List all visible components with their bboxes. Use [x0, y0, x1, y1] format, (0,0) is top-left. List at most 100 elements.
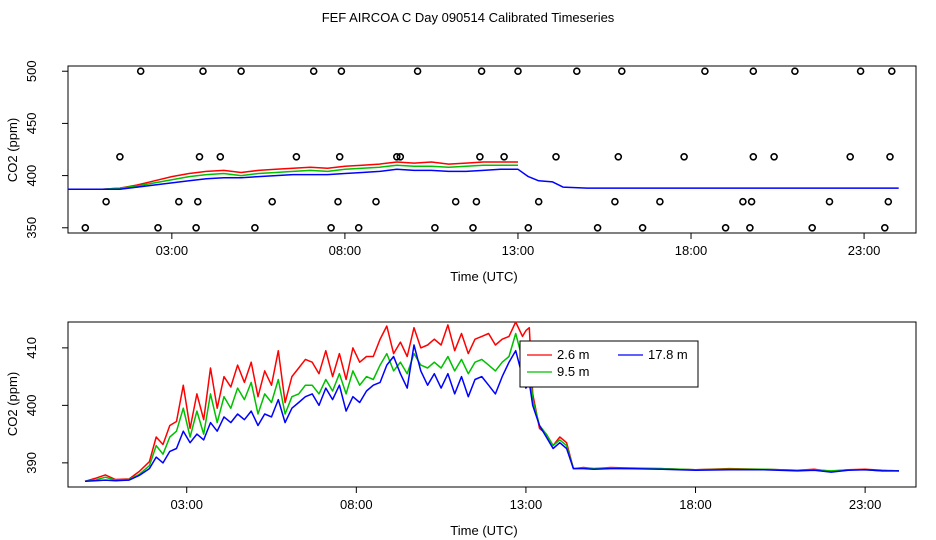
marker-point — [136, 67, 145, 75]
series-line-17-8-m — [84, 344, 899, 483]
marker-point — [195, 153, 204, 161]
x-axis-label: Time (UTC) — [450, 269, 517, 284]
marker-point — [825, 197, 834, 206]
marker-point — [552, 153, 560, 161]
series-line-9-5-m — [68, 164, 518, 190]
marker-point — [216, 153, 225, 161]
y-tick-label: 500 — [24, 60, 39, 82]
x-tick-label: 18:00 — [679, 497, 712, 512]
x-tick-label: 13:00 — [510, 497, 543, 512]
x-tick-label: 03:00 — [170, 497, 203, 512]
y-axis: 390 400 410 — [24, 337, 68, 474]
marker-point — [476, 153, 484, 161]
y-tick-label: 410 — [24, 337, 39, 359]
marker-point — [617, 67, 626, 75]
legend: 2.6 m 9.5 m 17.8 m — [519, 340, 699, 388]
series-line-2-6-m — [68, 161, 518, 190]
panel-top: 350 400 450 500 03:00 08:00 13:00 18:00 23:00 T… — [5, 60, 917, 284]
x-tick-label: 03:00 — [156, 243, 189, 258]
marker-point — [638, 224, 647, 232]
marker-point — [856, 67, 865, 75]
legend-label-17-8m: 17.8 m — [648, 347, 688, 362]
marker-point — [572, 67, 581, 75]
x-tick-label: 23:00 — [848, 243, 881, 258]
x-tick-label: 08:00 — [329, 243, 362, 258]
legend-label-9-5m: 9.5 m — [557, 364, 590, 379]
marker-point — [327, 224, 335, 232]
x-tick-label: 23:00 — [849, 497, 882, 512]
marker-point — [392, 153, 401, 161]
marker-point — [192, 224, 200, 232]
marker-point — [524, 224, 533, 232]
marker-point — [268, 197, 277, 206]
legend-label-2-6m: 2.6 m — [557, 347, 590, 362]
legend-box — [519, 340, 699, 388]
marker-point — [614, 153, 623, 161]
marker-point — [593, 224, 602, 232]
plot-frame — [67, 65, 917, 234]
series-line-9-5-m — [84, 332, 899, 483]
marker-point — [749, 153, 758, 161]
marker-point — [116, 153, 124, 161]
marker-point — [175, 197, 183, 206]
marker-point — [451, 197, 460, 206]
x-tick-label: 13:00 — [502, 243, 535, 258]
marker-point — [880, 224, 889, 232]
marker-point — [372, 197, 380, 206]
series-group — [84, 321, 900, 483]
marker-point — [770, 153, 778, 161]
marker-point — [292, 153, 301, 161]
series-line-17-8-m — [68, 168, 899, 190]
marker-point — [749, 67, 758, 75]
y-axis-label: CO2 (ppm) — [5, 372, 20, 436]
marker-point — [337, 67, 346, 75]
marker-point — [884, 197, 893, 206]
marker-point — [251, 224, 259, 232]
marker-point — [396, 153, 405, 161]
y-tick-label: 390 — [24, 452, 39, 474]
marker-point — [721, 224, 730, 232]
marker-point — [237, 67, 245, 75]
marker-point — [413, 67, 422, 75]
marker-point — [194, 197, 202, 206]
marker-point — [747, 197, 756, 206]
plot-frame — [67, 321, 917, 488]
y-tick-label: 400 — [24, 395, 39, 417]
panel-bottom: 390 400 410 03:00 08:00 13:00 18:00 23:00 Time… — [5, 321, 917, 538]
marker-point — [534, 197, 543, 206]
marker-group — [81, 67, 896, 232]
marker-point — [701, 67, 709, 75]
marker-point — [739, 197, 747, 206]
marker-point — [199, 67, 207, 75]
marker-point — [469, 224, 477, 232]
marker-point — [309, 67, 318, 75]
x-axis-label: Time (UTC) — [450, 523, 517, 538]
marker-point — [154, 224, 162, 232]
marker-point — [656, 197, 664, 206]
series-line-2-6-m — [84, 321, 900, 483]
y-axis: 350 400 450 500 — [24, 60, 68, 239]
marker-point — [746, 224, 754, 232]
y-tick-label: 400 — [24, 165, 39, 187]
marker-point — [611, 197, 619, 206]
figure-title: FEF AIRCOA C Day 090514 Calibrated Times… — [322, 10, 615, 25]
marker-point — [500, 153, 508, 161]
marker-point — [472, 197, 481, 206]
x-tick-label: 08:00 — [340, 497, 373, 512]
y-tick-label: 350 — [24, 217, 39, 239]
x-tick-label: 18:00 — [675, 243, 708, 258]
marker-point — [680, 153, 688, 161]
y-tick-label: 450 — [24, 113, 39, 135]
marker-point — [514, 67, 522, 75]
marker-point — [886, 153, 894, 161]
marker-point — [335, 153, 344, 161]
marker-point — [887, 67, 896, 75]
x-axis: 03:00 08:00 13:00 18:00 23:00 — [170, 487, 881, 512]
marker-point — [334, 197, 342, 206]
marker-point — [354, 224, 363, 232]
marker-point — [102, 197, 110, 206]
marker-point — [477, 67, 486, 75]
marker-point — [846, 153, 855, 161]
marker-point — [808, 224, 817, 232]
